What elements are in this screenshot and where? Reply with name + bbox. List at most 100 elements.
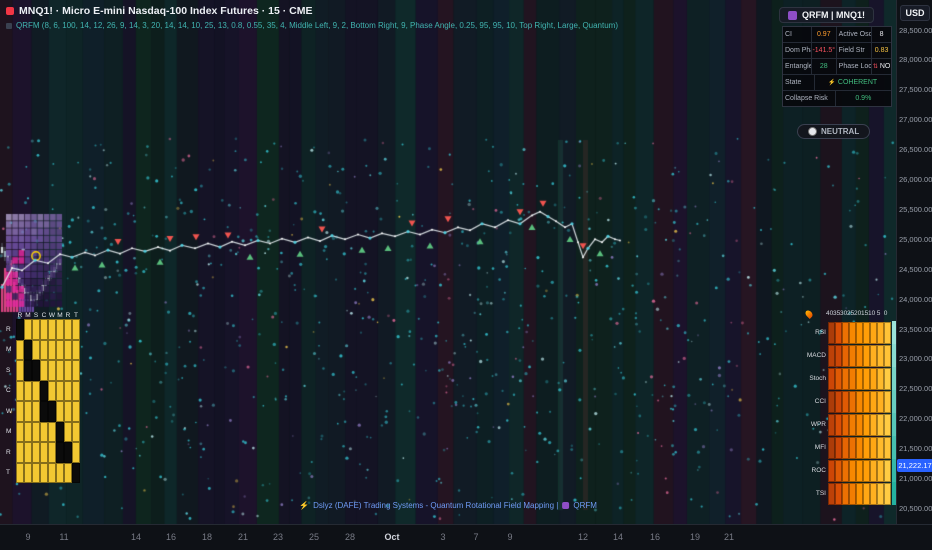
heatmap-cell — [849, 482, 856, 505]
heatmap-cell — [849, 413, 856, 436]
matrix-row: M — [6, 339, 80, 360]
price-axis-label: 20,500.00 — [899, 503, 932, 513]
heatmap-cell — [828, 482, 835, 505]
info-panel-cell: Field Str — [837, 43, 873, 58]
indicator-credit: ⚡ Dslyz (DAFE) Trading Systems - Quantum… — [299, 501, 597, 510]
lightning-icon: ⚡ — [299, 501, 310, 510]
heatmap-cell — [856, 367, 863, 390]
heatmap-cell — [863, 459, 870, 482]
matrix-cell — [56, 421, 64, 442]
matrix-cell — [40, 319, 48, 340]
info-panel-cell: ⇅ NO — [872, 63, 891, 70]
price-axis-label: 28,500.00 — [899, 25, 932, 35]
matrix-cell — [72, 339, 80, 360]
heatmap-cell — [863, 321, 870, 344]
matrix-cell — [16, 462, 24, 483]
indicator-symbol-badge[interactable]: QRFM | MNQ1! — [779, 7, 875, 23]
matrix-cell — [24, 380, 32, 401]
heatmap-cell — [849, 390, 856, 413]
matrix-row-header: R — [6, 325, 11, 333]
time-axis-label: 16 — [165, 532, 177, 542]
price-chart-canvas[interactable] — [0, 0, 896, 524]
time-axis-label: 14 — [130, 532, 142, 542]
time-axis-label: 19 — [689, 532, 701, 542]
info-panel-cell: Collapse Risk — [783, 91, 836, 106]
symbol-title-row[interactable]: MNQ1! · Micro E-mini Nasdaq-100 Index Fu… — [6, 5, 618, 17]
currency-button[interactable]: USD — [900, 5, 930, 21]
matrix-cell — [64, 319, 72, 340]
heatmap-cell — [863, 344, 870, 367]
matrix-cell — [72, 380, 80, 401]
heatmap-cell — [828, 413, 835, 436]
matrix-cell — [56, 462, 64, 483]
matrix-col-header: W — [48, 312, 56, 319]
matrix-cell — [48, 339, 56, 360]
heatmap-cell — [877, 321, 884, 344]
heatmap-cell — [877, 436, 884, 459]
heatmap-cell — [842, 459, 849, 482]
symbol-badge-label: QRFM | MNQ1! — [802, 10, 866, 20]
symbol-title: MNQ1! · Micro E-mini Nasdaq-100 Index Fu… — [19, 5, 313, 17]
matrix-cell — [72, 462, 80, 483]
matrix-row: T — [6, 462, 80, 483]
heatmap-cell — [828, 390, 835, 413]
heatmap-cell — [849, 459, 856, 482]
heatmap-cell — [877, 367, 884, 390]
heatmap-cell — [884, 390, 891, 413]
heatmap-row-label: MACD — [806, 352, 826, 359]
heatmap-cell — [828, 436, 835, 459]
matrix-cell — [40, 380, 48, 401]
info-panel-row: CI 0.97 Active Osc 8 — [783, 27, 891, 43]
heatmap-cell — [849, 367, 856, 390]
info-panel-cell: 8 — [879, 31, 884, 38]
matrix-cell — [40, 339, 48, 360]
oscillator-heatmap-panel: 40 35 30 25 20 15 10 5 0 RSI MACD Stoch CCI WPR MFI RO… — [800, 306, 901, 505]
matrix-cell — [24, 360, 32, 381]
heatmap-cell — [828, 344, 835, 367]
heatmap-row-label: Stoch — [809, 375, 826, 382]
matrix-row: S — [6, 360, 80, 381]
matrix-cell — [16, 442, 24, 463]
matrix-col-header: C — [41, 312, 47, 319]
heatmap-cell — [870, 459, 877, 482]
price-axis-label: 28,000.00 — [899, 55, 932, 65]
heatmap-col-header: 40 — [826, 310, 834, 317]
heatmap-col-header: 30 — [840, 310, 848, 317]
regime-status-badge: NEUTRAL — [797, 124, 871, 139]
heatmap-cell — [884, 344, 891, 367]
matrix-cell — [16, 380, 24, 401]
matrix-cell — [72, 401, 80, 422]
heatmap-cell — [870, 344, 877, 367]
matrix-cell — [56, 339, 64, 360]
matrix-cell — [32, 462, 40, 483]
indicator-settings-row[interactable]: QRFM (8, 6, 100, 14, 12, 26, 9, 14, 3, 2… — [6, 21, 618, 30]
price-axis-label: 27,500.00 — [899, 85, 932, 95]
matrix-cell — [16, 319, 24, 340]
matrix-cell — [40, 360, 48, 381]
price-axis[interactable]: USD 28,500.00 28,000.00 27,500.00 27,000.00… — [896, 0, 932, 524]
heatmap-row: MACD — [800, 344, 891, 367]
matrix-cell — [72, 421, 80, 442]
heatmap-col-header: 10 — [868, 310, 876, 317]
time-axis[interactable]: 9 11 14 16 18 21 23 25 28 Oct 3 7 9 12 14 16 19 21 — [0, 524, 932, 550]
matrix-col-header: R — [17, 312, 23, 319]
matrix-cell — [64, 442, 72, 463]
heatmap-cell — [842, 321, 849, 344]
heatmap-cell — [856, 321, 863, 344]
qrfm-brand-icon — [562, 502, 570, 509]
matrix-row: R — [6, 442, 80, 463]
heatmap-cell — [835, 390, 842, 413]
heatmap-cell — [856, 413, 863, 436]
info-panel-cell: -141.5° — [812, 43, 837, 58]
info-panel-row: Entangled28Phase Lock⇅NO — [783, 59, 891, 75]
heatmap-cell — [884, 321, 891, 344]
matrix-cell — [56, 442, 64, 463]
matrix-cell — [40, 442, 48, 463]
info-panel-cell: State — [783, 75, 815, 90]
flame-icon — [804, 308, 814, 319]
time-axis-label: 14 — [612, 532, 624, 542]
heatmap-cell — [877, 413, 884, 436]
heatmap-cell — [835, 482, 842, 505]
price-axis-label: 23,500.00 — [899, 324, 932, 334]
